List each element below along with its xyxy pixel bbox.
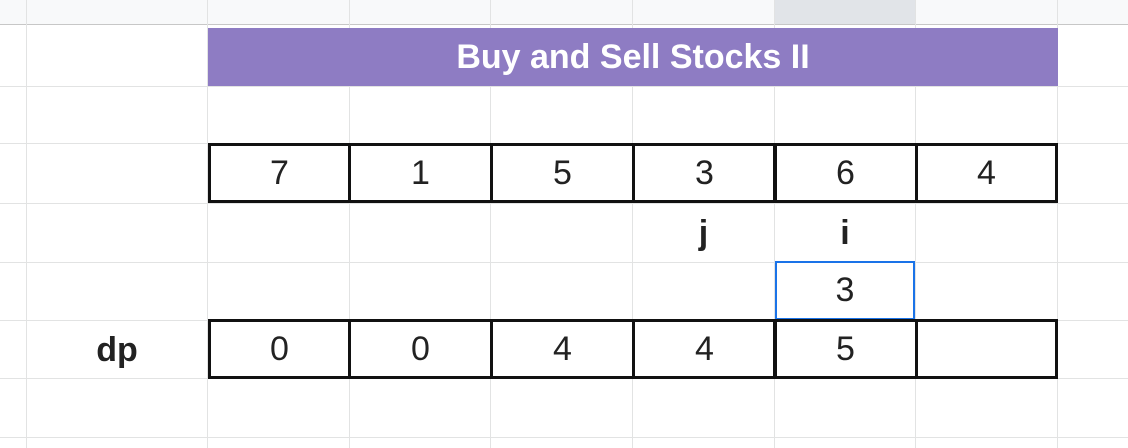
pointer-i-cell[interactable]: i — [840, 214, 850, 252]
dp-label[interactable]: dp — [96, 330, 138, 369]
sheet-title[interactable]: Buy and Sell Stocks II — [208, 28, 1058, 86]
dp-cell[interactable]: 4 — [632, 319, 777, 379]
pointer-j-cell[interactable]: j — [698, 214, 709, 252]
dp-cell[interactable] — [915, 319, 1058, 379]
selected-column-header[interactable] — [775, 0, 915, 24]
dp-cell[interactable]: 4 — [490, 319, 635, 379]
dp-cell[interactable]: 0 — [208, 319, 351, 379]
dp-cell[interactable]: 5 — [773, 319, 918, 379]
price-cell[interactable]: 3 — [632, 143, 777, 203]
active-cell[interactable]: 3 — [775, 261, 915, 320]
price-cell[interactable]: 7 — [208, 143, 351, 203]
price-cell[interactable]: 5 — [490, 143, 635, 203]
dp-cell[interactable]: 0 — [348, 319, 493, 379]
column-header-strip[interactable] — [0, 0, 1128, 25]
price-cell[interactable]: 4 — [915, 143, 1058, 203]
price-cell[interactable]: 1 — [348, 143, 493, 203]
price-cell[interactable]: 6 — [773, 143, 918, 203]
